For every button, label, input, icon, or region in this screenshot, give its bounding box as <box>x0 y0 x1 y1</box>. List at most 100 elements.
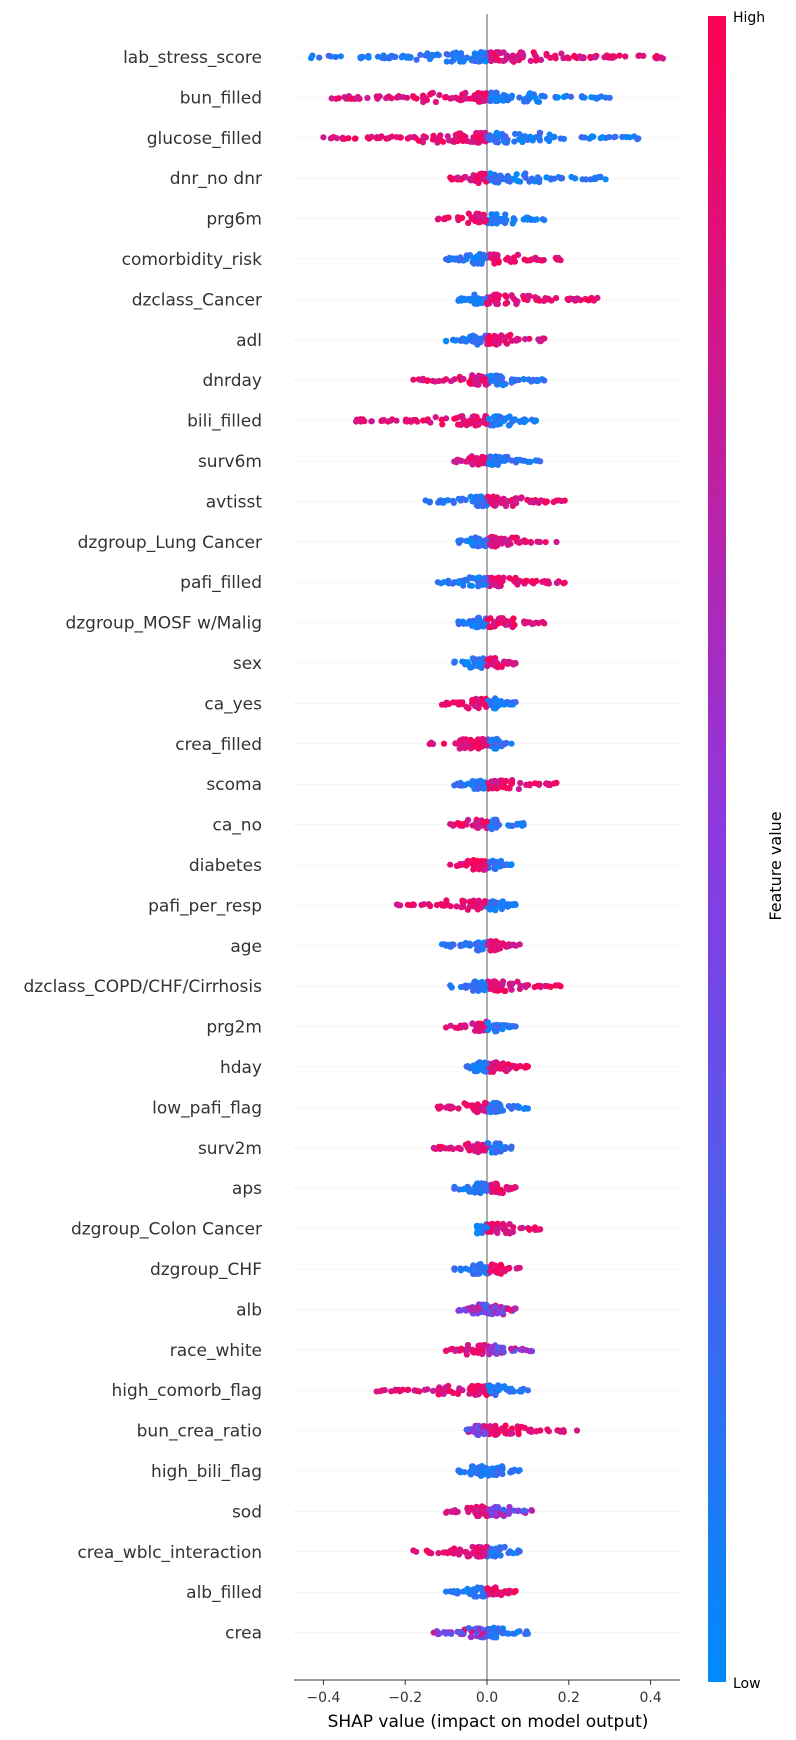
feature-label: surv2m <box>198 1139 262 1159</box>
shap-point <box>380 417 387 424</box>
shap-point <box>466 380 473 387</box>
shap-point <box>535 620 542 627</box>
shap-point <box>475 93 482 100</box>
shap-point <box>517 1346 524 1353</box>
shap-point <box>485 1383 492 1390</box>
shap-point <box>525 1427 532 1434</box>
shap-point <box>396 1388 403 1395</box>
shap-point <box>470 1270 477 1277</box>
shap-point <box>457 943 464 950</box>
shap-point <box>337 53 344 60</box>
shap-point <box>458 701 466 708</box>
shap-point <box>365 54 372 61</box>
shap-point <box>528 175 536 182</box>
shap-point <box>510 254 518 261</box>
shap-point <box>493 211 500 218</box>
shap-point <box>538 257 546 264</box>
shap-point <box>381 55 388 62</box>
colorbar-low-label: Low <box>733 1676 761 1692</box>
shap-point <box>442 1384 449 1391</box>
shap-point <box>593 174 600 182</box>
shap-point <box>495 1504 502 1511</box>
shap-point <box>493 1267 500 1274</box>
shap-point <box>445 1145 452 1152</box>
shap-point <box>587 134 595 141</box>
shap-point <box>440 377 447 384</box>
shap-point <box>496 454 503 461</box>
shap-point <box>508 861 515 868</box>
shap-points <box>308 49 667 1641</box>
feature-label: dzgroup_Colon Cancer <box>71 1220 262 1240</box>
shap-point <box>519 538 526 545</box>
shap-point <box>447 1388 454 1395</box>
shap-point <box>512 901 519 909</box>
x-axis: −0.4 −0.2 0.0 0.2 0.4 <box>294 1679 680 1706</box>
shap-point <box>495 292 503 299</box>
shap-point <box>404 1386 411 1394</box>
shap-point <box>488 778 495 785</box>
shap-point <box>468 983 476 990</box>
shap-point <box>459 1023 466 1030</box>
feature-label: dzgroup_MOSF w/Malig <box>65 614 262 634</box>
shap-point <box>332 53 339 61</box>
feature-labels: lab_stress_score bun_filled glucose_filled… <box>24 48 263 1644</box>
shap-point <box>531 1224 539 1231</box>
shap-point <box>438 941 446 948</box>
shap-point <box>481 574 488 582</box>
shap-point <box>424 50 431 57</box>
shap-point <box>502 211 509 218</box>
shap-point <box>470 861 477 868</box>
shap-point <box>471 291 478 298</box>
shap-point <box>552 55 559 62</box>
shap-point <box>471 1188 478 1195</box>
shap-point <box>354 94 362 101</box>
shap-point <box>443 1024 450 1031</box>
shap-point <box>492 537 499 544</box>
shap-point <box>451 138 458 145</box>
colorbar-gradient <box>708 16 726 1682</box>
shap-point <box>413 56 420 63</box>
shap-point <box>388 1388 395 1395</box>
shap-point <box>522 336 529 343</box>
shap-point <box>522 215 529 222</box>
shap-point <box>430 1387 437 1394</box>
shap-point <box>396 94 403 101</box>
x-tick-label: −0.4 <box>306 1690 340 1706</box>
shap-point <box>487 170 494 177</box>
shap-point <box>463 659 470 667</box>
shap-point <box>374 53 382 60</box>
shap-point <box>479 819 487 826</box>
shap-point <box>410 901 417 908</box>
shap-point <box>475 583 482 590</box>
shap-point <box>462 336 469 343</box>
shap-point <box>451 1185 458 1192</box>
shap-point <box>502 292 509 299</box>
shap-point <box>512 1184 519 1191</box>
shap-point <box>480 736 487 743</box>
shap-point <box>454 1145 461 1152</box>
shap-point <box>508 1143 515 1150</box>
shap-point <box>466 1188 473 1195</box>
shap-point <box>418 901 425 909</box>
shap-point <box>480 1591 487 1598</box>
shap-point <box>455 579 462 587</box>
shap-point <box>537 56 545 64</box>
shap-point <box>567 93 575 100</box>
shap-point <box>499 898 506 905</box>
shap-point <box>535 98 543 105</box>
shap-point <box>385 93 392 100</box>
shap-point <box>451 1265 458 1272</box>
shap-point <box>398 54 405 61</box>
shap-point <box>403 418 410 425</box>
shap-point <box>448 1630 455 1637</box>
shap-point <box>438 416 445 423</box>
shap-point <box>470 778 477 785</box>
shap-point <box>487 947 494 954</box>
shap-point <box>531 216 538 223</box>
shap-point <box>508 56 515 64</box>
shap-point <box>635 135 642 142</box>
shap-point <box>524 1063 532 1070</box>
shap-point <box>461 1100 468 1107</box>
shap-point <box>517 779 524 787</box>
shap-point <box>498 904 505 912</box>
